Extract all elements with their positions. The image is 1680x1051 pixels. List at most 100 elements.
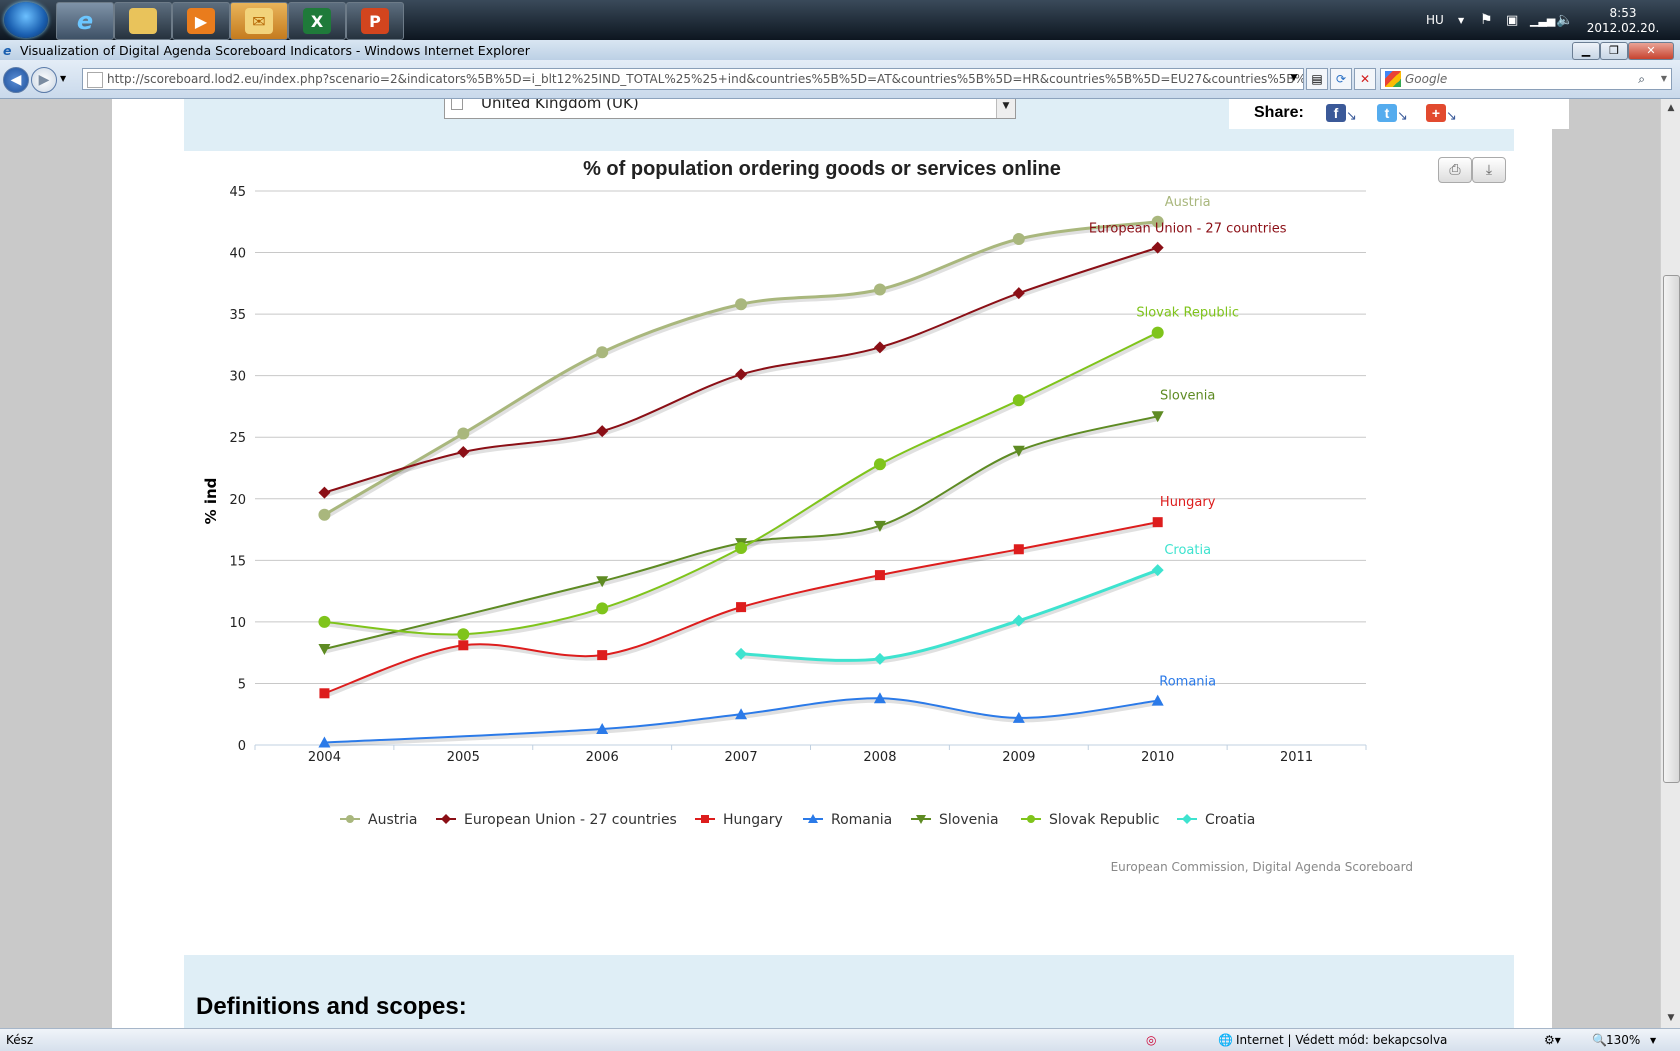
x-tick-label: 2007 (725, 750, 758, 765)
series-shadow (324, 415, 1160, 654)
add-share-icon[interactable]: + (1426, 104, 1446, 122)
volume-icon[interactable]: 🔈 (1556, 12, 1574, 28)
taskbar-ie-button[interactable]: e (56, 2, 114, 40)
start-button[interactable] (4, 2, 48, 38)
zone-text[interactable]: Internet | Védett mód: bekapcsolva (1236, 1033, 1448, 1047)
data-point (318, 643, 331, 655)
taskbar-explorer-button[interactable] (114, 2, 172, 40)
legend-marker (701, 815, 709, 823)
address-field[interactable]: http://scoreboard.lod2.eu/index.php?scen… (82, 68, 1304, 90)
data-point (319, 688, 330, 699)
address-url: http://scoreboard.lod2.eu/index.php?scen… (107, 72, 1304, 86)
country-checkbox[interactable] (451, 99, 463, 110)
series-end-label: Romania (1159, 675, 1216, 690)
taskbar-outlook-button[interactable]: ✉ (230, 2, 288, 40)
grid (254, 190, 1367, 750)
close-window-button[interactable]: ✕ (1628, 42, 1674, 60)
y-tick-label: 30 (229, 370, 246, 385)
data-point (735, 368, 748, 381)
search-dropdown-icon[interactable]: ▼ (1660, 74, 1667, 83)
legend-item[interactable]: Austria (340, 812, 417, 828)
protected-mode-icon[interactable]: ⚙▾ (1544, 1033, 1561, 1047)
legend-marker (916, 815, 926, 824)
series-line (323, 220, 1158, 517)
data-point (873, 692, 886, 704)
y-tick-label: 5 (238, 677, 246, 692)
data-point (736, 602, 747, 613)
scroll-thumb[interactable] (1663, 275, 1680, 783)
scroll-up-icon[interactable]: ▲ (1667, 103, 1675, 113)
back-button[interactable]: ◀ (3, 67, 29, 93)
search-input[interactable]: Google ⌕ ▼ (1380, 68, 1672, 90)
legend-item[interactable]: Hungary (695, 812, 783, 828)
download-button[interactable]: ⤓ (1472, 157, 1506, 183)
language-indicator[interactable]: HU (1426, 13, 1444, 27)
taskbar-powerpoint-button[interactable]: P (346, 2, 404, 40)
series-shadow (325, 697, 1159, 748)
history-dropdown-icon[interactable]: ▼ (60, 74, 67, 83)
clock-date[interactable]: 2012.02.20. (1586, 21, 1660, 35)
language-dropdown-icon[interactable]: ▼ (1458, 15, 1465, 25)
data-point (596, 425, 609, 438)
chart-title: % of population ordering goods or servic… (583, 158, 1061, 180)
stop-icon[interactable]: ✕ (1354, 68, 1376, 90)
twitter-arrow-icon: ↘ (1397, 109, 1408, 124)
forward-button[interactable]: ▶ (31, 67, 57, 93)
ie-title-icon: e (3, 43, 12, 58)
country-select[interactable]: United Kingdom (UK) ▼ (444, 99, 1016, 119)
outlook-icon: ✉ (245, 8, 273, 34)
y-tick-label: 15 (229, 554, 246, 569)
refresh-icon[interactable]: ⟳ (1330, 68, 1352, 90)
window-title: Visualization of Digital Agenda Scoreboa… (20, 43, 530, 58)
data-point (1151, 215, 1164, 228)
taskbar-media-button[interactable]: ▶ (172, 2, 230, 40)
powerpoint-icon: P (361, 8, 389, 34)
legend-item[interactable]: Slovenia (911, 812, 999, 828)
print-button[interactable]: ⎙ (1438, 157, 1472, 183)
chevron-down-icon[interactable]: ▼ (996, 99, 1015, 118)
globe-icon: 🌐 (1218, 1033, 1233, 1047)
y-tick-label: 0 (238, 739, 246, 754)
data-point (1012, 394, 1025, 407)
legend-item[interactable]: Slovak Republic (1021, 812, 1160, 828)
scroll-down-icon[interactable]: ▼ (1667, 1013, 1675, 1023)
y-tick-label: 40 (229, 247, 246, 262)
compatibility-view-icon[interactable]: ▤ (1306, 68, 1328, 90)
line-chart: % of population ordering goods or servic… (202, 158, 1413, 874)
x-tick-label: 2004 (308, 750, 341, 765)
restore-button[interactable]: ❐ (1600, 42, 1628, 60)
legend-label: Romania (831, 812, 892, 828)
data-point (735, 708, 748, 720)
facebook-icon[interactable]: f (1326, 104, 1346, 122)
security-icon[interactable]: ◎ (1146, 1033, 1157, 1047)
legend-item[interactable]: European Union - 27 countries (436, 812, 677, 828)
data-point (597, 650, 608, 661)
search-icon[interactable]: ⌕ (1638, 72, 1645, 86)
signal-icon[interactable]: ▁▃▅ (1530, 13, 1556, 27)
data-point (1151, 241, 1164, 254)
data-point (1151, 411, 1164, 423)
taskbar: e ▶ ✉ X P HU ▼ ⚑ ▣ ▁▃▅ 🔈 8:53 2012.02.20… (0, 0, 1680, 40)
data-point (1152, 517, 1163, 528)
facebook-arrow-icon: ↘ (1346, 109, 1357, 124)
zoom-level[interactable]: 130% (1606, 1033, 1641, 1047)
definitions-section: Definitions and scopes: (184, 955, 1514, 1028)
taskbar-excel-button[interactable]: X (288, 2, 346, 40)
twitter-icon[interactable]: t (1377, 104, 1397, 122)
network-icon[interactable]: ▣ (1506, 12, 1519, 28)
legend-item[interactable]: Croatia (1177, 812, 1255, 828)
legend: Austria European Union - 27 countries Hung… (340, 812, 1255, 828)
x-tick-label: 2006 (586, 750, 619, 765)
legend-label: Croatia (1205, 812, 1255, 828)
data-point (596, 602, 609, 615)
clock-time[interactable]: 8:53 (1609, 6, 1637, 20)
legend-item[interactable]: Romania (803, 812, 892, 828)
x-axis-ticks: 2004 2005 2006 2007 2008 2009 2010 2011 (308, 750, 1313, 765)
minimize-button[interactable]: ▁ (1572, 42, 1600, 60)
vertical-scrollbar[interactable]: ▲ ▼ (1660, 99, 1680, 1028)
data-point (596, 576, 609, 588)
flag-icon[interactable]: ⚑ (1480, 12, 1493, 28)
zoom-dropdown-icon[interactable]: ▼ (1650, 1036, 1657, 1045)
address-dropdown-icon[interactable]: ▼ (1290, 73, 1298, 83)
controls-band: United Kingdom (UK) ▼ Share: f ↘ t ↘ + ↘ (184, 99, 1569, 151)
